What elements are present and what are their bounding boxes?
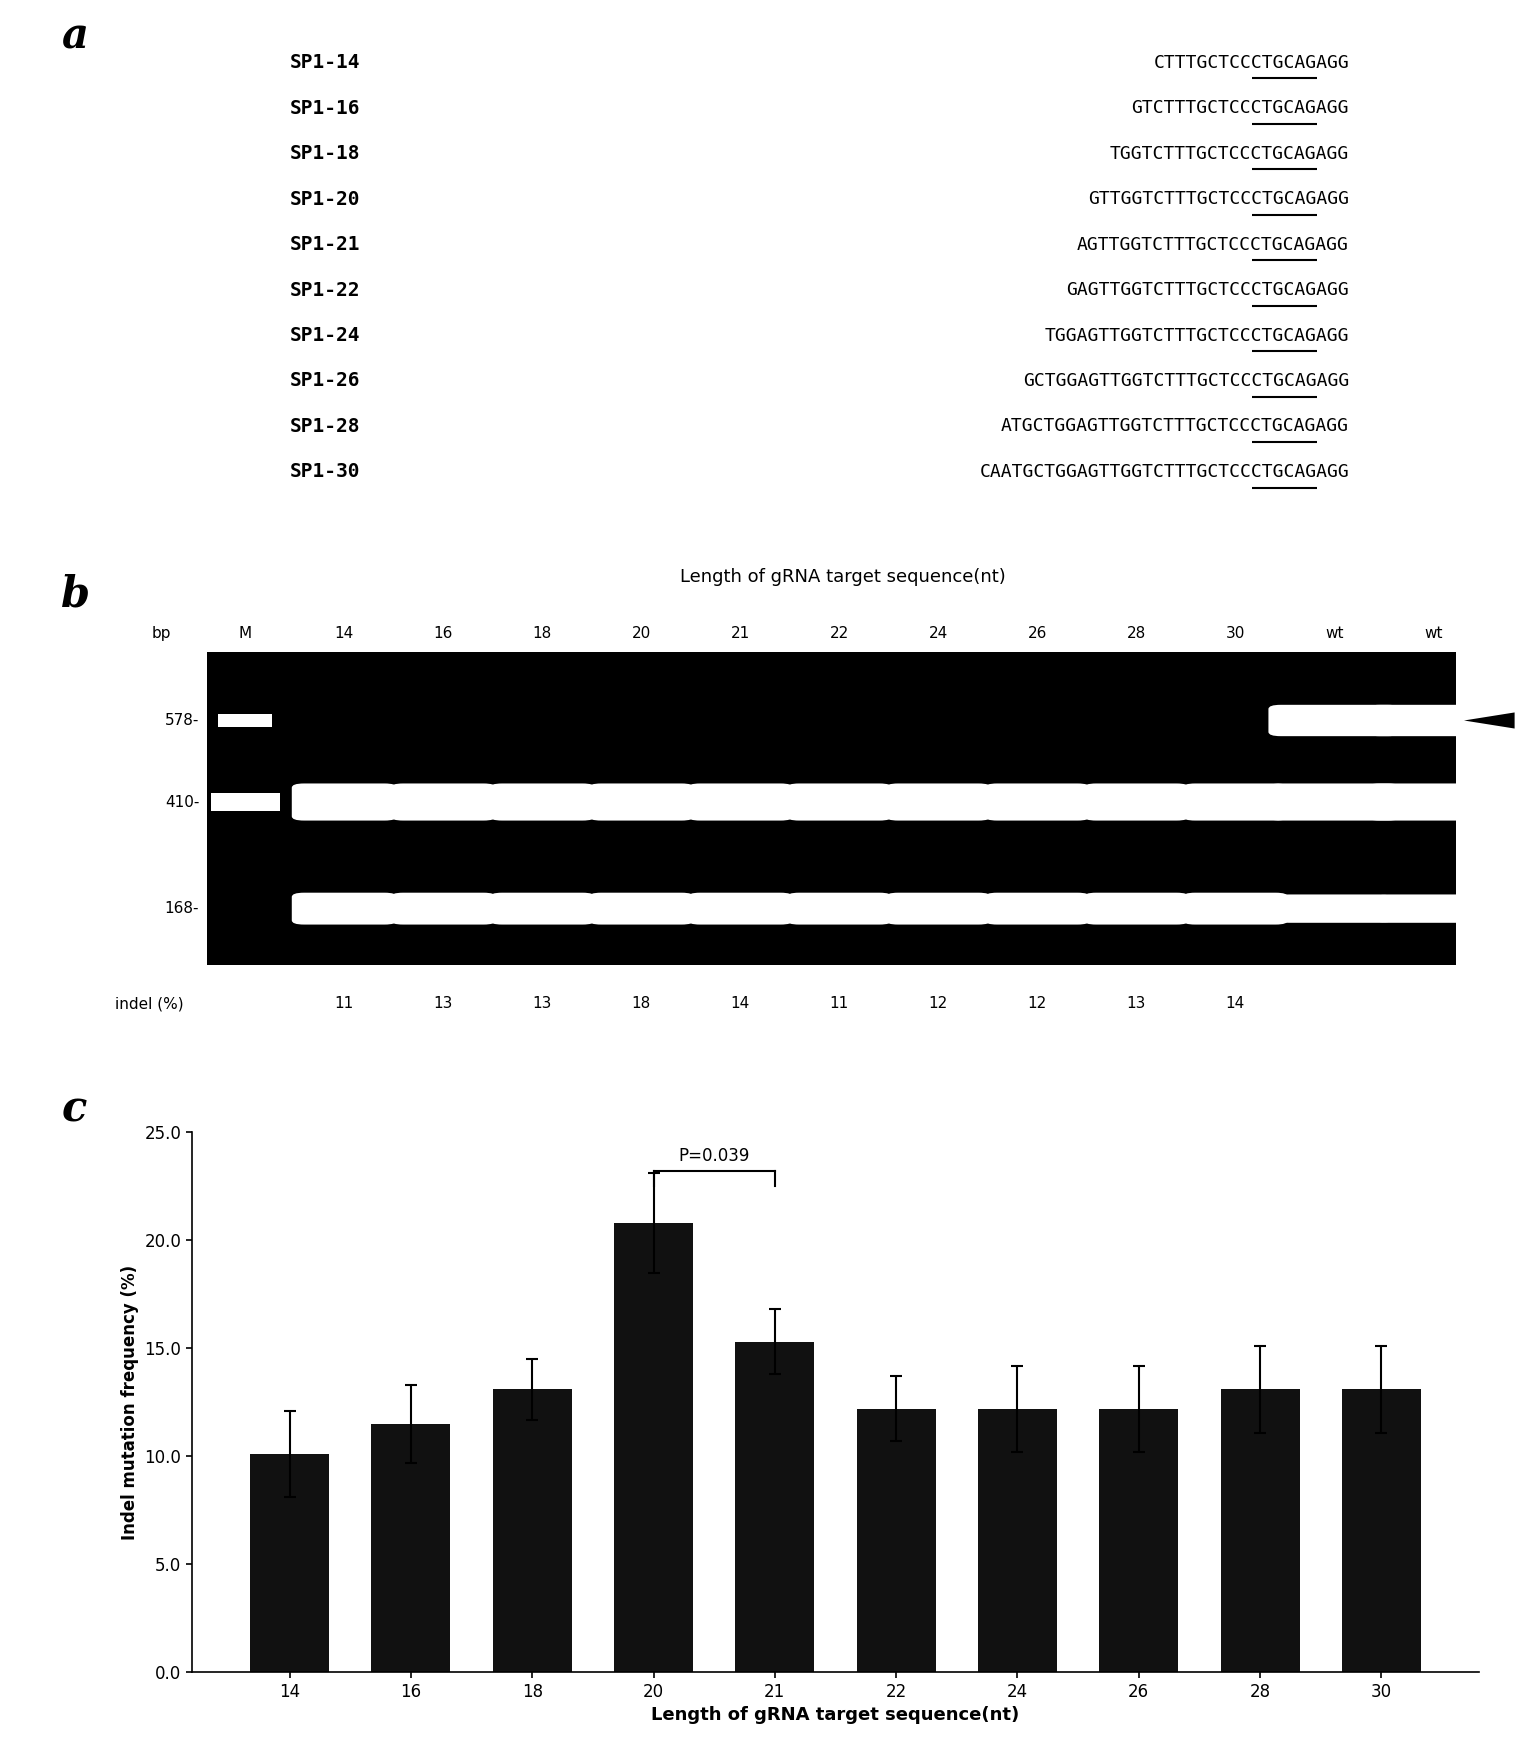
FancyBboxPatch shape [688,892,793,925]
FancyBboxPatch shape [1375,894,1492,923]
Text: GTTGGTCTTTGCTCCCTGCAGAGG: GTTGGTCTTTGCTCCCTGCAGAGG [1088,190,1349,207]
Bar [1341,1390,1421,1672]
Text: SP1-22: SP1-22 [290,280,360,300]
Text: 13: 13 [1127,996,1147,1012]
Text: 13: 13 [434,996,452,1012]
FancyBboxPatch shape [291,892,397,925]
Bar [857,1409,935,1672]
Text: 22: 22 [829,625,849,641]
FancyBboxPatch shape [1183,892,1288,925]
FancyBboxPatch shape [1084,784,1190,820]
Text: a: a [61,16,89,57]
Text: GAGTTGGTCTTTGCTCCCTGCAGAGG: GAGTTGGTCTTTGCTCCCTGCAGAGG [1067,280,1349,300]
Text: CTTTGCTCCCTGCAGAGG: CTTTGCTCCCTGCAGAGG [1153,54,1349,71]
FancyBboxPatch shape [1277,894,1392,923]
Text: SP1-18: SP1-18 [290,145,360,164]
Bar [1220,1390,1300,1672]
FancyBboxPatch shape [1367,784,1499,820]
Text: CAATGCTGGAGTTGGTCTTTGCTCCCTGCAGAGG: CAATGCTGGAGTTGGTCTTTGCTCCCTGCAGAGG [980,463,1349,481]
Bar [978,1409,1056,1672]
FancyBboxPatch shape [984,892,1090,925]
FancyBboxPatch shape [886,892,990,925]
FancyBboxPatch shape [491,892,595,925]
FancyBboxPatch shape [391,784,495,820]
Bar [492,1390,572,1672]
Text: 28: 28 [1127,625,1147,641]
Text: GTCTTTGCTCCCTGCAGAGG: GTCTTTGCTCCCTGCAGAGG [1131,99,1349,117]
Text: 24: 24 [929,625,947,641]
Text: 13: 13 [532,996,552,1012]
FancyBboxPatch shape [886,784,990,820]
Text: wt: wt [1325,625,1343,641]
Text: 11: 11 [334,996,354,1012]
FancyBboxPatch shape [1268,706,1400,737]
Text: 16: 16 [434,625,452,641]
Text: SP1-26: SP1-26 [290,371,360,390]
Text: 18: 18 [632,996,652,1012]
Bar [736,1341,814,1672]
Bar [371,1423,451,1672]
Text: SP1-14: SP1-14 [290,54,360,71]
Text: M: M [239,625,251,641]
Text: AGTTGGTCTTTGCTCCCTGCAGAGG: AGTTGGTCTTTGCTCCCTGCAGAGG [1078,235,1349,254]
Text: 21: 21 [731,625,750,641]
Text: 14: 14 [731,996,750,1012]
Polygon shape [1464,712,1515,728]
Text: P=0.039: P=0.039 [679,1146,750,1165]
FancyBboxPatch shape [491,784,595,820]
Text: 26: 26 [1027,625,1047,641]
Text: 410-: 410- [166,794,199,810]
Text: 168-: 168- [164,901,199,916]
Text: SP1-30: SP1-30 [290,462,360,481]
Bar [219,714,273,728]
Text: indel (%): indel (%) [115,996,184,1012]
Y-axis label: Indel mutation frequency (%): Indel mutation frequency (%) [121,1265,140,1540]
Text: 578-: 578- [166,712,199,728]
Text: Length of gRNA target sequence(nt): Length of gRNA target sequence(nt) [681,568,1006,585]
Text: SP1-21: SP1-21 [290,235,360,254]
FancyBboxPatch shape [1084,892,1190,925]
Text: 12: 12 [1027,996,1047,1012]
Text: 30: 30 [1226,625,1245,641]
Text: bp: bp [152,625,170,641]
FancyBboxPatch shape [984,784,1090,820]
Text: c: c [61,1089,87,1131]
Bar [1099,1409,1179,1672]
FancyBboxPatch shape [1268,784,1400,820]
Text: TGGAGTTGGTCTTTGCTCCCTGCAGAGG: TGGAGTTGGTCTTTGCTCCCTGCAGAGG [1044,326,1349,345]
Text: wt: wt [1424,625,1443,641]
Text: SP1-16: SP1-16 [290,99,360,118]
Text: TGGTCTTTGCTCCCTGCAGAGG: TGGTCTTTGCTCCCTGCAGAGG [1110,145,1349,162]
FancyBboxPatch shape [589,892,694,925]
Text: SP1-24: SP1-24 [290,326,360,345]
Text: SP1-28: SP1-28 [290,416,360,436]
Text: SP1-20: SP1-20 [290,190,360,209]
Text: 14: 14 [334,625,354,641]
Text: b: b [61,573,90,615]
FancyBboxPatch shape [1183,784,1288,820]
Bar [212,793,281,812]
Bar [207,652,1456,965]
X-axis label: Length of gRNA target sequence(nt): Length of gRNA target sequence(nt) [652,1707,1019,1725]
Bar [615,1223,693,1672]
FancyBboxPatch shape [786,892,892,925]
Text: 11: 11 [829,996,849,1012]
Text: 18: 18 [532,625,552,641]
FancyBboxPatch shape [391,892,495,925]
FancyBboxPatch shape [688,784,793,820]
Text: ATGCTGGAGTTGGTCTTTGCTCCCTGCAGAGG: ATGCTGGAGTTGGTCTTTGCTCCCTGCAGAGG [1001,418,1349,436]
Bar [250,1455,330,1672]
Text: 12: 12 [929,996,947,1012]
FancyBboxPatch shape [589,784,694,820]
Text: 14: 14 [1226,996,1245,1012]
Text: GCTGGAGTTGGTCTTTGCTCCCTGCAGAGG: GCTGGAGTTGGTCTTTGCTCCCTGCAGAGG [1023,373,1349,390]
Text: 20: 20 [632,625,652,641]
FancyBboxPatch shape [786,784,892,820]
FancyBboxPatch shape [1367,706,1499,737]
FancyBboxPatch shape [291,784,397,820]
